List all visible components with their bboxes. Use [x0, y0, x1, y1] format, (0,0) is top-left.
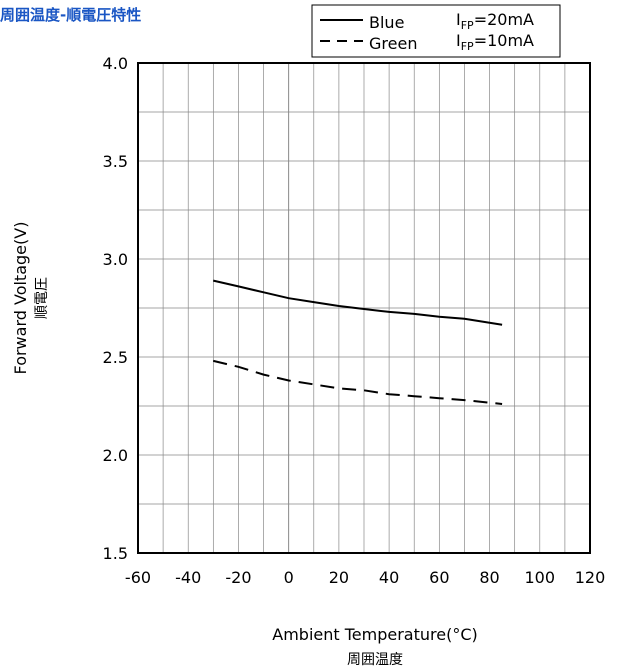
x-tick-label: 60 [429, 568, 449, 587]
legend-items: Blue IFP=20mA Green IFP=10mA [320, 10, 534, 53]
plot-frame [137, 62, 591, 554]
x-tick-label: 120 [575, 568, 606, 587]
legend-label-green: Green [369, 34, 417, 53]
x-tick-label: 80 [479, 568, 499, 587]
y-tick-label: 3.5 [103, 152, 128, 171]
y-tick-label: 4.0 [103, 54, 128, 73]
x-tick-label: -20 [225, 568, 251, 587]
series-line-blue [213, 279, 503, 326]
x-tick-label: 20 [329, 568, 349, 587]
series-line-green [213, 359, 503, 405]
x-tick-label: -60 [125, 568, 151, 587]
y-tick-label: 2.5 [103, 348, 128, 367]
legend-condition-blue: IFP=20mA [456, 10, 534, 32]
x-tick-labels: -60 -40 -20 0 20 40 60 80 100 120 [125, 568, 605, 587]
plot-series [213, 279, 503, 405]
legend: Blue IFP=20mA Green IFP=10mA [311, 4, 561, 58]
legend-label-blue: Blue [369, 13, 404, 32]
y-axis-title-sub: 順電圧 [34, 277, 50, 319]
x-tick-label: 0 [284, 568, 294, 587]
x-tick-label: -40 [175, 568, 201, 587]
x-axis-title: Ambient Temperature(°C) [272, 625, 477, 644]
legend-box [311, 4, 561, 58]
y-tick-labels: 1.5 2.0 2.5 3.0 3.5 4.0 [103, 54, 128, 563]
x-tick-label: 100 [525, 568, 556, 587]
y-axis-title: Forward Voltage(V) [11, 222, 30, 375]
y-tick-label: 3.0 [103, 250, 128, 269]
x-tick-label: 40 [379, 568, 399, 587]
x-axis-title-sub: 周囲温度 [347, 652, 403, 668]
chart-title: 周囲温度-順電圧特性 [0, 6, 142, 24]
y-tick-label: 2.0 [103, 446, 128, 465]
legend-condition-green: IFP=10mA [456, 31, 534, 53]
y-tick-label: 1.5 [103, 544, 128, 563]
